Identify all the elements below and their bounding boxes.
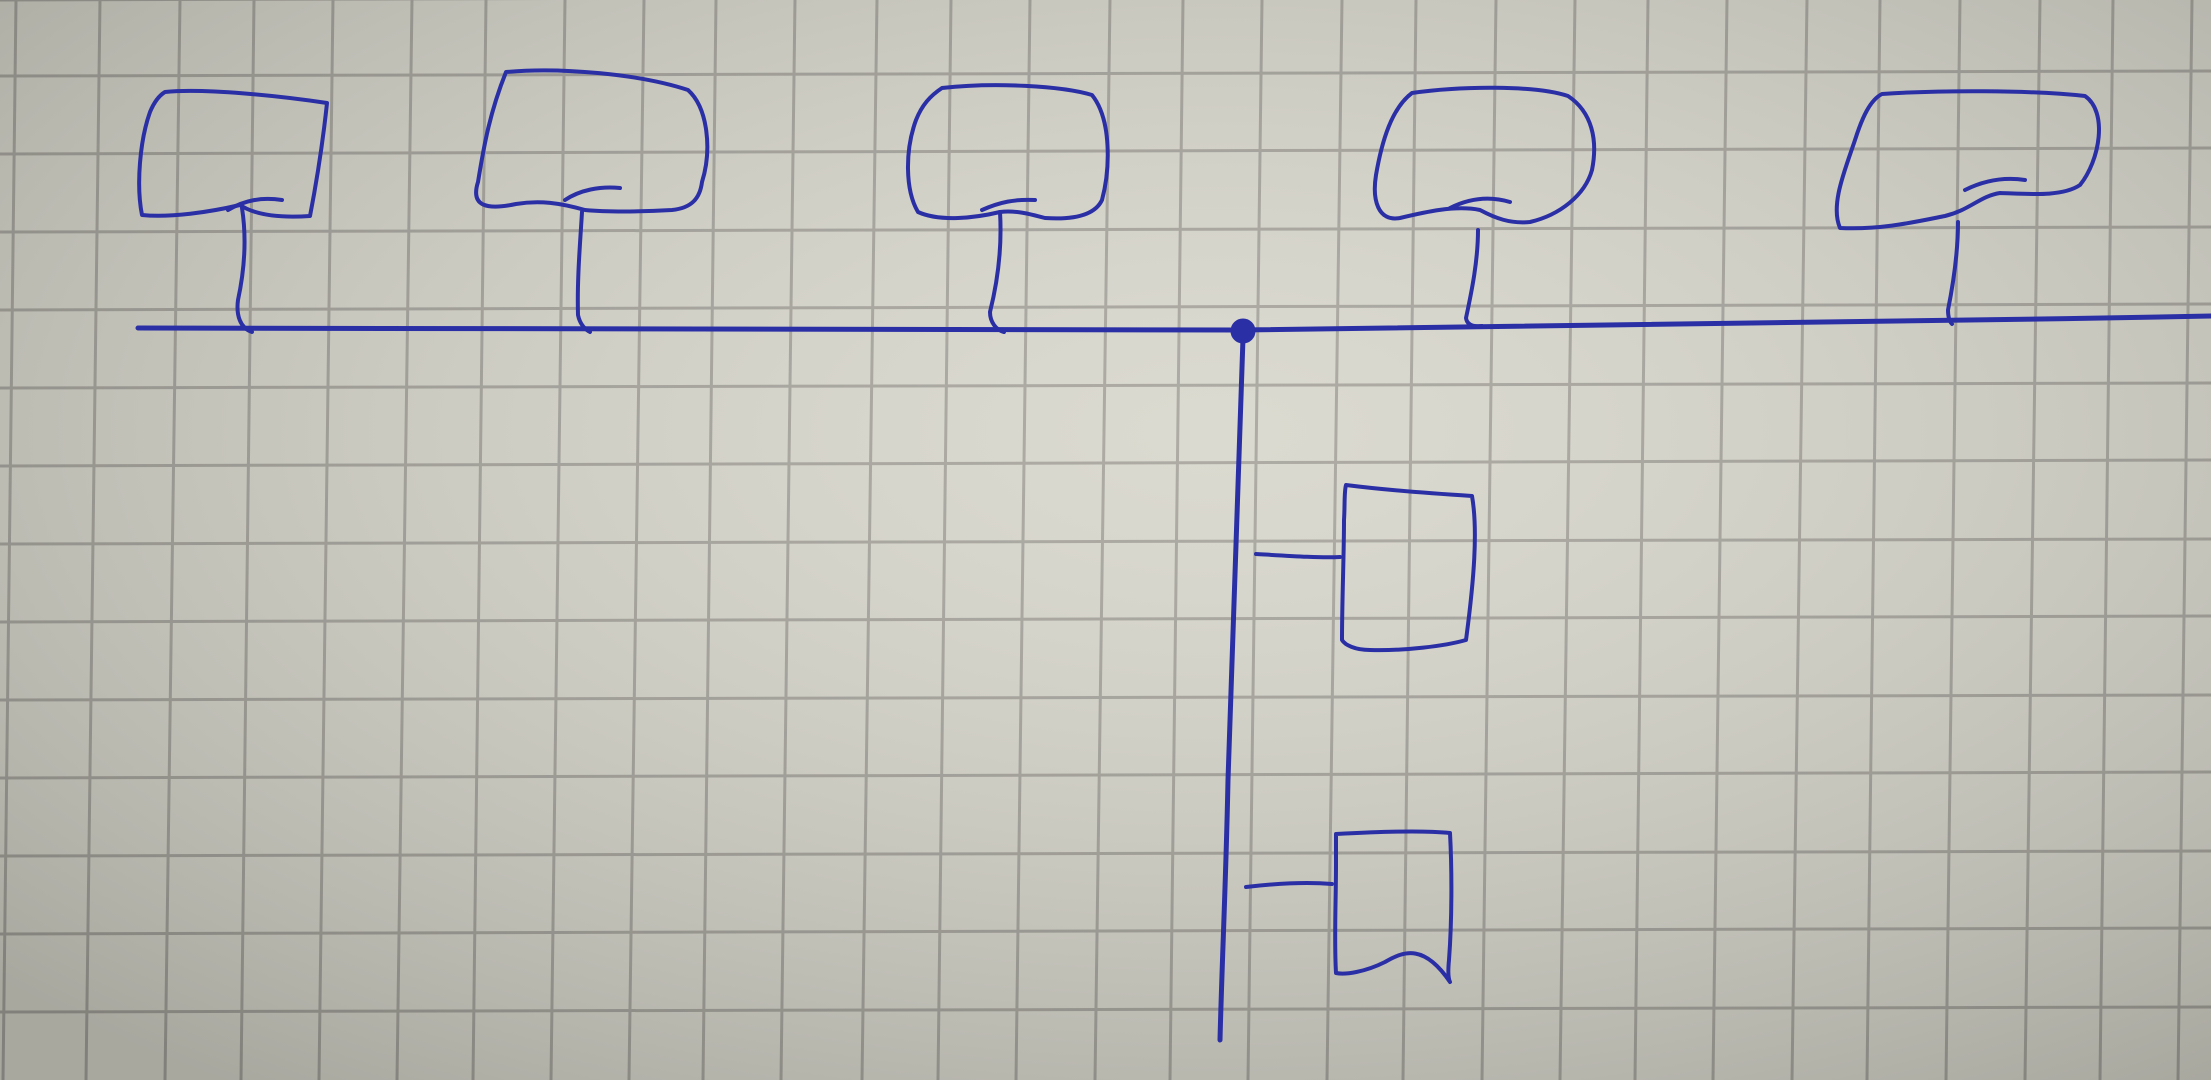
node-6-box	[1340, 483, 1477, 653]
node-6-stub	[1254, 552, 1342, 560]
node-5	[1834, 89, 2101, 326]
node-3-notch	[980, 197, 1037, 212]
node-4-tap	[1464, 228, 1484, 329]
junction-dot	[1230, 318, 1256, 344]
node-7-stub	[1244, 881, 1334, 889]
node-7	[1244, 829, 1454, 984]
node-2-tap	[575, 210, 592, 334]
node-1-box	[137, 88, 329, 219]
node-1	[137, 88, 329, 334]
node-2-notch	[563, 185, 622, 202]
branch-bus-line	[1217, 335, 1246, 1043]
node-3-box	[906, 83, 1110, 221]
node-2-box	[474, 68, 710, 214]
node-5-tap	[1946, 220, 1960, 326]
node-4-box	[1372, 85, 1597, 225]
node-1-tap	[235, 206, 254, 334]
node-7-box	[1333, 829, 1454, 984]
node-1-notch	[226, 196, 284, 212]
node-4-notch	[1448, 196, 1512, 210]
node-4	[1372, 85, 1597, 329]
node-5-box	[1834, 89, 2101, 231]
ink-drawing	[135, 68, 2211, 1043]
node-5-notch	[1963, 176, 2027, 192]
node-6	[1254, 483, 1477, 653]
node-3-tap	[988, 210, 1006, 334]
node-2	[474, 68, 710, 334]
node-3	[906, 83, 1110, 334]
